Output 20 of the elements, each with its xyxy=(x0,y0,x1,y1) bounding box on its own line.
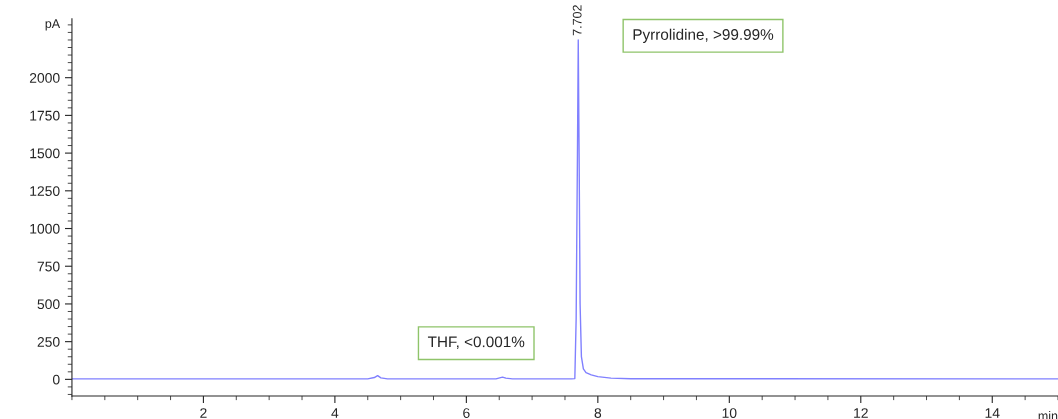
x-tick-label: 12 xyxy=(854,408,868,418)
annotation: THF, <0.001% xyxy=(427,336,525,350)
x-tick-label: 2 xyxy=(200,408,207,418)
y-tick-label: 1500 xyxy=(30,148,60,159)
y-tick-label: 750 xyxy=(37,261,60,272)
annotation: Pyrrolidine, >99.99% xyxy=(633,28,774,43)
y-tick-label: 0 xyxy=(52,374,60,385)
x-tick-label: 10 xyxy=(722,408,737,418)
y-tick-label: 1750 xyxy=(30,110,60,121)
y-tick-label: 2000 xyxy=(29,73,60,83)
x-tick-label: 4 xyxy=(331,408,339,418)
x-tick-label: 14 xyxy=(985,408,1000,418)
annotation: 7.702 xyxy=(572,5,582,36)
y-tick-label: 250 xyxy=(37,336,60,347)
y-tick-label: 1250 xyxy=(30,186,60,196)
y-tick-label: 1000 xyxy=(30,223,60,234)
x-tick-label: 8 xyxy=(594,408,602,418)
y-tick-label: 500 xyxy=(37,299,60,310)
x-tick-label: 6 xyxy=(463,408,470,418)
y-axis-title: pA xyxy=(45,19,61,31)
